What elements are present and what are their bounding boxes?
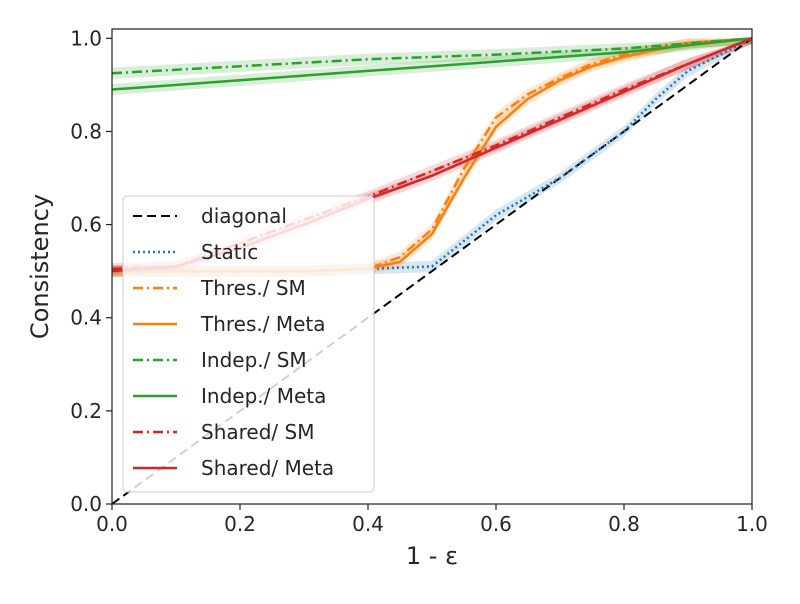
x-tick-label: 0.4 bbox=[352, 512, 384, 536]
series-band-6 bbox=[112, 38, 752, 275]
legend-label-2: Thres./ SM bbox=[200, 276, 306, 300]
y-tick-label: 0.6 bbox=[70, 213, 102, 237]
axes: 0.0 0.2 0.4 0.6 0.8 1.0 0.0 0.2 0.4 0.6 0.8 1.0 1 - … bbox=[26, 26, 768, 570]
y-axis-label: Consistency bbox=[26, 194, 54, 339]
y-tick-label: 0.2 bbox=[70, 399, 102, 423]
series-line-5 bbox=[111, 37, 753, 91]
x-tick-label: 0.2 bbox=[224, 512, 256, 536]
y-tick-label: 0.4 bbox=[70, 306, 102, 330]
series-line-1 bbox=[112, 37, 753, 273]
legend-box bbox=[122, 195, 375, 493]
legend-label-0: diagonal bbox=[201, 204, 287, 228]
legend-label-6: Shared/ SM bbox=[201, 420, 314, 444]
x-tick-label: 1.0 bbox=[736, 512, 768, 536]
y-tick-label: 0.0 bbox=[70, 492, 102, 516]
x-tick-label: 0.0 bbox=[96, 512, 128, 536]
x-tick-label: 0.8 bbox=[608, 512, 640, 536]
y-tick-label: 0.8 bbox=[70, 119, 102, 143]
legend-label-5: Indep./ Meta bbox=[201, 384, 326, 408]
series-band-3 bbox=[112, 38, 752, 277]
x-axis-label: 1 - ε bbox=[406, 542, 458, 570]
legend-label-3: Thres./ Meta bbox=[200, 312, 326, 336]
legend-label-1: Static bbox=[201, 240, 258, 264]
legend-label-4: Indep./ SM bbox=[201, 348, 307, 372]
legend: diagonal Static Thres./ SM Thres./ Meta Inde… bbox=[122, 195, 375, 493]
x-tick-label: 0.6 bbox=[480, 512, 512, 536]
y-tick-label: 1.0 bbox=[70, 26, 102, 50]
legend-label-7: Shared/ Meta bbox=[201, 456, 334, 480]
series-band-4 bbox=[112, 38, 752, 79]
plot-frame bbox=[111, 28, 753, 505]
series-line-4 bbox=[111, 37, 753, 75]
series-band-2 bbox=[112, 38, 752, 277]
series-band-7 bbox=[112, 38, 752, 277]
